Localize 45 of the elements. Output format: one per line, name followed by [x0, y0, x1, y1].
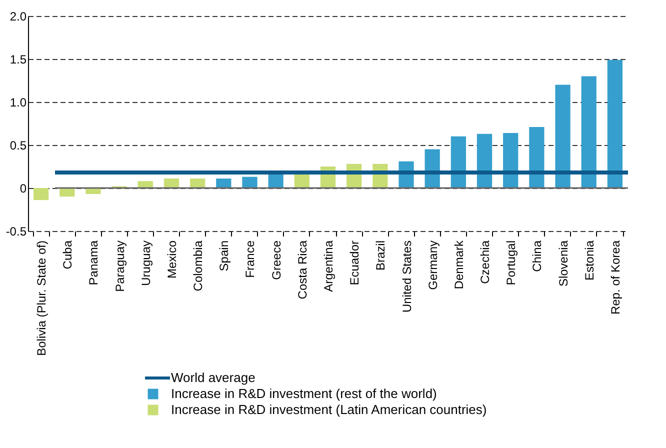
legend-label: World average — [171, 370, 256, 385]
bar — [607, 60, 623, 188]
x-tick-label: Estonia — [582, 240, 596, 281]
x-tick-label: Uruguay — [138, 240, 153, 286]
x-tick-label: Slovenia — [556, 240, 570, 287]
x-tick-label: Germany — [426, 240, 440, 290]
x-tick-label: Colombia — [191, 240, 206, 292]
bar — [476, 134, 492, 188]
bar — [555, 84, 570, 188]
x-tick-label: Argentina — [322, 240, 336, 292]
x-tick-label: Paraguay — [112, 240, 127, 292]
bar — [581, 76, 596, 188]
x-tick-label: Mexico — [164, 240, 179, 279]
bar — [242, 176, 258, 188]
x-tick-label: Cuba — [60, 240, 75, 270]
x-tick-label: Denmark — [452, 240, 466, 290]
legend-label: Increase in R&D investment (rest of the world) — [171, 386, 437, 401]
x-tick-label: Bolivia (Plur. State of) — [34, 240, 49, 356]
x-tick-label: Ecuador — [348, 240, 362, 286]
bar — [529, 126, 544, 188]
bar — [450, 136, 466, 188]
bar — [33, 188, 49, 200]
x-tick-label: Brazil — [374, 240, 388, 271]
x-tick-label: Rep. of Korea — [608, 240, 622, 315]
x-tick-label: Costa Rica — [295, 240, 310, 300]
x-tick-label: Panama — [86, 240, 101, 286]
bar — [216, 178, 232, 188]
legend-label: Increase in R&D investment (Latin American countries) — [171, 402, 487, 417]
y-tick-label: 1.5 — [10, 52, 27, 66]
x-tick-label: Spain — [217, 240, 232, 272]
x-tick-label: Greece — [269, 240, 284, 280]
y-tick-label: 0.5 — [10, 138, 27, 152]
x-tick-label: France — [243, 240, 258, 278]
y-tick-label: 1.0 — [10, 96, 27, 110]
bar — [503, 132, 518, 188]
y-tick-label: 0 — [20, 182, 27, 196]
y-tick-label: -0.5 — [6, 224, 27, 238]
bar — [190, 178, 206, 188]
x-tick-label: Portugal — [504, 240, 518, 286]
x-tick-label: Czechia — [478, 240, 492, 284]
bar — [164, 178, 180, 188]
x-tick-label: United States — [400, 240, 414, 313]
x-tick-label: China — [530, 240, 544, 272]
y-tick-label: 2.0 — [10, 10, 27, 24]
bar — [138, 181, 153, 188]
